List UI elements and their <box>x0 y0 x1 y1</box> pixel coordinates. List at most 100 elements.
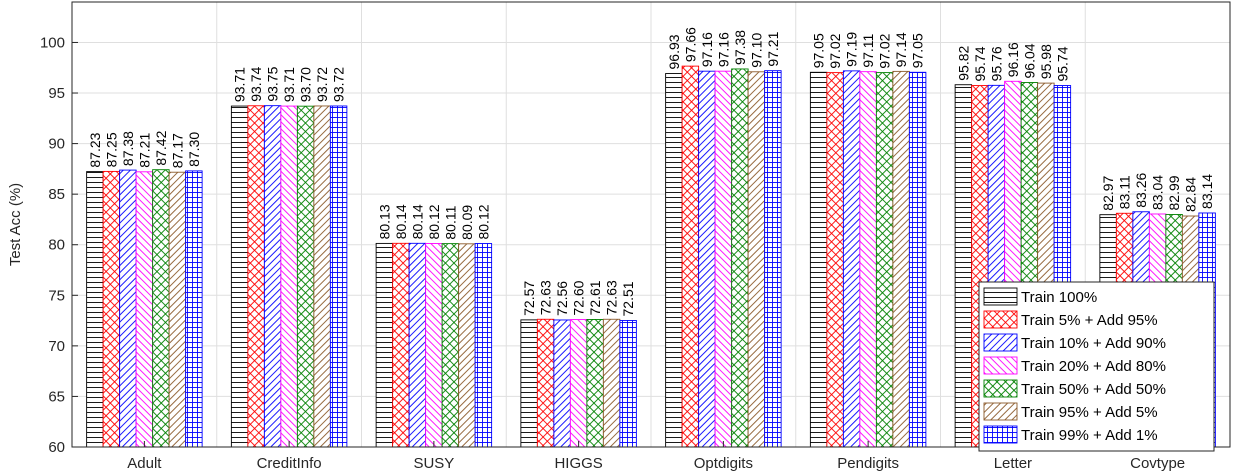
data-label: 97.66 <box>682 27 698 62</box>
data-label: 87.42 <box>153 130 169 165</box>
bar-higgs-train-50-add-50 <box>586 319 604 448</box>
data-label: 93.74 <box>248 67 264 102</box>
data-label: 80.14 <box>393 204 409 239</box>
bar-higgs-train-100 <box>520 319 538 448</box>
bar-higgs-train-95-add-5 <box>602 318 621 448</box>
data-label: 97.16 <box>699 32 715 67</box>
data-label: 83.26 <box>1133 173 1149 208</box>
data-label: 97.05 <box>811 33 827 68</box>
data-label: 97.02 <box>827 33 843 68</box>
legend-label: Train 95% + Add 5% <box>1021 404 1158 421</box>
data-label: 87.21 <box>136 133 152 168</box>
bar-higgs-train-5-add-95 <box>536 318 555 448</box>
data-label: 83.11 <box>1117 175 1133 209</box>
bar-creditinfo-train-99-add-1 <box>329 105 348 448</box>
bar-creditinfo-train-5-add-95 <box>247 105 265 448</box>
legend-swatch <box>983 310 1018 329</box>
x-tick-label-letter: Letter <box>994 455 1032 472</box>
bar-susy-train-10-add-90 <box>408 242 427 448</box>
y-axis: 60 65 70 75 80 85 90 95 100 <box>40 34 78 456</box>
data-label: 97.14 <box>893 32 909 67</box>
bar-pendigits-train-99-add-1 <box>908 71 927 448</box>
x-tick-label-adult: Adult <box>127 455 162 472</box>
bar-pendigits-train-50-add-50 <box>875 72 894 448</box>
data-label: 72.63 <box>538 280 554 315</box>
legend: Train 100% Train 5% + Add 95% Train 10% + … <box>978 281 1215 452</box>
bar-adult-train-99-add-1 <box>185 170 203 448</box>
y-tick-label: 90 <box>48 136 65 153</box>
legend-label: Train 100% <box>1021 289 1097 306</box>
bar-pendigits-train-95-add-5 <box>892 70 910 448</box>
data-label: 83.04 <box>1150 175 1166 210</box>
bar-susy-train-50-add-50 <box>441 243 460 448</box>
data-label: 80.12 <box>475 204 491 239</box>
data-label: 82.99 <box>1166 175 1182 210</box>
x-tick-label-susy: SUSY <box>413 455 454 472</box>
legend-swatch <box>983 287 1018 306</box>
x-tick-label-pendigits: Pendigits <box>837 455 899 472</box>
data-label: 93.71 <box>232 67 248 102</box>
data-label: 72.63 <box>604 280 620 315</box>
bar-letter-train-100 <box>954 84 973 448</box>
data-label: 93.72 <box>331 67 347 102</box>
bar-susy-train-5-add-95 <box>392 242 410 448</box>
legend-swatch <box>983 356 1018 375</box>
legend-box <box>978 281 1215 452</box>
bar-optdigits-train-100 <box>665 73 683 448</box>
data-label: 87.38 <box>120 131 136 166</box>
bar-optdigits-train-10-add-90 <box>698 70 716 448</box>
legend-swatch <box>983 402 1018 421</box>
x-tick-label-covtype: Covtype <box>1130 455 1185 472</box>
data-label: 93.75 <box>265 66 281 101</box>
x-tick-label-higgs: HIGGS <box>554 455 602 472</box>
y-tick-label: 75 <box>48 287 65 304</box>
data-label: 96.04 <box>1021 43 1037 78</box>
data-label: 95.98 <box>1038 44 1054 79</box>
bar-creditinfo-train-95-add-5 <box>313 105 331 448</box>
data-label: 72.57 <box>521 281 537 316</box>
data-label: 80.12 <box>426 204 442 239</box>
bar-creditinfo-train-20-add-80 <box>280 105 298 448</box>
y-tick-label: 95 <box>48 85 65 102</box>
bar-higgs-train-10-add-90 <box>553 319 571 448</box>
bar-pendigits-train-10-add-90 <box>842 70 861 448</box>
bar-creditinfo-train-10-add-90 <box>263 105 282 448</box>
bar-creditinfo-train-100 <box>230 105 249 448</box>
data-label: 72.56 <box>554 281 570 316</box>
bar-adult-train-5-add-95 <box>102 170 121 448</box>
bar-pendigits-train-20-add-80 <box>859 71 877 448</box>
y-tick-label: 80 <box>48 237 65 254</box>
data-label: 97.19 <box>844 32 860 67</box>
data-label: 87.30 <box>186 132 202 167</box>
data-label: 97.11 <box>860 33 876 67</box>
data-label: 87.23 <box>87 132 103 167</box>
bar-optdigits-train-99-add-1 <box>764 70 782 448</box>
y-tick-label: 85 <box>48 186 65 203</box>
data-label: 95.76 <box>988 46 1004 81</box>
data-label: 96.93 <box>666 34 682 69</box>
legend-label: Train 10% + Add 90% <box>1021 335 1166 352</box>
data-label: 95.74 <box>972 46 988 81</box>
y-tick-label: 60 <box>48 439 65 456</box>
data-label: 95.82 <box>955 45 971 80</box>
bar-optdigits-train-20-add-80 <box>714 70 733 448</box>
data-label: 72.51 <box>620 281 636 316</box>
bar-adult-train-50-add-50 <box>152 169 170 448</box>
data-label: 97.02 <box>877 33 893 68</box>
x-tick-label-optdigits: Optdigits <box>694 455 753 472</box>
bar-optdigits-train-5-add-95 <box>681 65 700 448</box>
data-label: 87.17 <box>169 133 185 168</box>
data-label: 97.16 <box>715 32 731 67</box>
data-label: 80.11 <box>442 205 458 239</box>
data-label: 93.70 <box>298 67 314 102</box>
bar-creditinfo-train-50-add-50 <box>296 105 315 448</box>
bar-susy-train-95-add-5 <box>458 243 476 448</box>
legend-swatch <box>983 425 1018 444</box>
data-label: 80.13 <box>376 204 392 239</box>
data-labels: 87.23 87.25 87.38 87.21 87.42 87.17 87.30 93.71… <box>87 27 1215 317</box>
bar-optdigits-train-50-add-50 <box>731 68 749 448</box>
data-label: 83.14 <box>1199 174 1215 209</box>
data-label: 87.25 <box>103 132 119 167</box>
bar-adult-train-100 <box>86 171 104 448</box>
y-axis-title: Test Acc (%) <box>7 183 24 266</box>
